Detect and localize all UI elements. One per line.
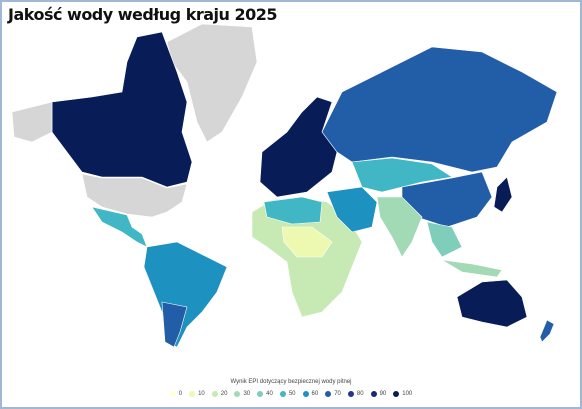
map-title: Jakość wody według kraju 2025	[8, 5, 278, 24]
region	[351, 157, 453, 193]
region	[281, 226, 333, 258]
legend-swatch	[211, 391, 218, 397]
region	[456, 279, 528, 328]
legend-item: 60	[302, 391, 319, 397]
legend-label: 30	[243, 391, 251, 397]
legend-label: 0	[178, 391, 183, 397]
legend-swatch	[169, 391, 176, 397]
region	[426, 221, 463, 258]
legend-swatch	[393, 391, 400, 397]
legend-swatch	[302, 391, 309, 397]
region	[441, 259, 503, 278]
legend-item: 80	[347, 391, 364, 397]
region	[11, 101, 53, 143]
region	[493, 176, 513, 213]
legend-item: 0	[169, 391, 183, 397]
region	[143, 241, 228, 348]
legend-label: 10	[198, 391, 205, 397]
region	[321, 46, 558, 173]
region	[166, 23, 258, 143]
legend-title: Wynik EPI dotyczący bezpiecznej wody pit…	[230, 379, 352, 385]
legend-label: 60	[311, 391, 319, 397]
region	[376, 196, 423, 258]
legend-item: 90	[370, 391, 387, 397]
legend-item: 10	[189, 391, 205, 397]
legend-item: 40	[257, 391, 273, 397]
region	[81, 173, 188, 218]
region	[161, 301, 188, 348]
legend-item: 100	[393, 391, 412, 397]
legend: 0 10 20 30 40 50 60 70 80 90 100	[2, 391, 580, 397]
legend-label: 20	[220, 391, 228, 397]
legend-swatch	[189, 391, 196, 397]
legend-label: 90	[379, 391, 387, 397]
legend-swatch	[257, 391, 264, 397]
legend-item: 30	[234, 391, 250, 397]
legend-item: 70	[325, 391, 341, 397]
region	[51, 31, 193, 188]
region	[539, 319, 555, 343]
legend-swatch	[347, 391, 354, 397]
legend-swatch	[325, 391, 332, 397]
legend-label: 50	[288, 391, 296, 397]
legend-swatch	[370, 391, 377, 397]
legend-label: 70	[334, 391, 341, 397]
legend-label: 100	[402, 391, 413, 397]
legend-label: 80	[356, 391, 364, 397]
legend-swatch	[234, 391, 241, 397]
legend-label: 40	[266, 391, 273, 397]
region	[259, 96, 338, 198]
legend-item: 50	[279, 391, 296, 397]
legend-item: 20	[211, 391, 228, 397]
legend-swatch	[279, 391, 286, 397]
region	[263, 196, 323, 225]
